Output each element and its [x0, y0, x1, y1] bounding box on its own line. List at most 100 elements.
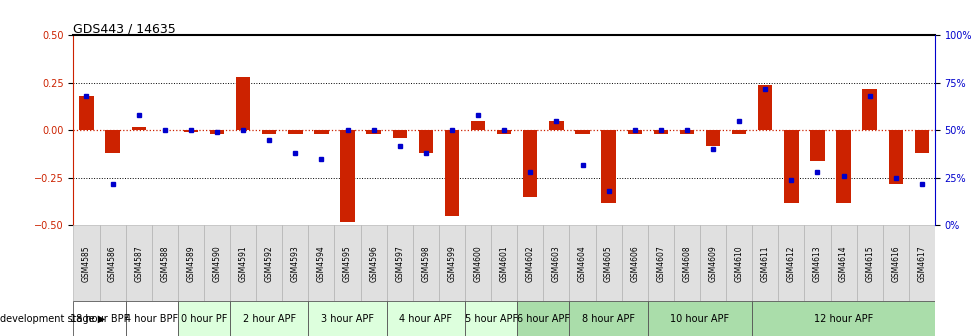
Bar: [360, 225, 386, 301]
Text: GSM4606: GSM4606: [630, 245, 639, 282]
Text: GSM4605: GSM4605: [603, 245, 612, 282]
Text: GSM4589: GSM4589: [186, 245, 196, 282]
Bar: [203, 225, 230, 301]
Bar: [438, 225, 465, 301]
Text: GSM4598: GSM4598: [421, 245, 430, 282]
Bar: [778, 225, 804, 301]
Text: 18 hour BPF: 18 hour BPF: [69, 314, 129, 324]
Bar: [288, 130, 302, 134]
Bar: [757, 85, 772, 130]
Text: 10 hour APF: 10 hour APF: [670, 314, 729, 324]
Bar: [829, 225, 856, 301]
Bar: [705, 130, 720, 145]
Text: GSM4585: GSM4585: [82, 245, 91, 282]
Bar: [783, 130, 798, 203]
Text: GSM4609: GSM4609: [708, 245, 717, 282]
Text: GSM4611: GSM4611: [760, 245, 769, 282]
Text: GSM4612: GSM4612: [786, 245, 795, 282]
Bar: [230, 225, 256, 301]
Bar: [386, 301, 465, 336]
Bar: [856, 225, 882, 301]
Bar: [751, 301, 934, 336]
Bar: [334, 225, 360, 301]
Text: GSM4592: GSM4592: [264, 245, 274, 282]
Text: GSM4600: GSM4600: [473, 245, 482, 282]
Bar: [340, 130, 354, 221]
Bar: [491, 225, 516, 301]
Bar: [673, 225, 699, 301]
Bar: [516, 301, 569, 336]
Bar: [314, 130, 329, 134]
Text: GSM4601: GSM4601: [499, 245, 509, 282]
Text: GSM4607: GSM4607: [655, 245, 665, 282]
Bar: [732, 130, 745, 134]
Bar: [543, 225, 569, 301]
Bar: [106, 130, 119, 153]
Text: GSM4599: GSM4599: [447, 245, 456, 282]
Text: 0 hour PF: 0 hour PF: [181, 314, 227, 324]
Text: GDS443 / 14635: GDS443 / 14635: [73, 22, 176, 35]
Bar: [308, 225, 334, 301]
Bar: [679, 130, 693, 134]
Bar: [256, 225, 282, 301]
Text: GSM4590: GSM4590: [212, 245, 221, 282]
Bar: [125, 225, 152, 301]
Bar: [73, 225, 100, 301]
Bar: [726, 225, 751, 301]
Bar: [125, 301, 178, 336]
Bar: [413, 225, 438, 301]
Bar: [366, 130, 380, 134]
Text: 12 hour APF: 12 hour APF: [813, 314, 872, 324]
Text: GSM4614: GSM4614: [838, 245, 847, 282]
Text: GSM4617: GSM4617: [916, 245, 925, 282]
Text: GSM4602: GSM4602: [525, 245, 534, 282]
Text: GSM4594: GSM4594: [317, 245, 326, 282]
Bar: [549, 121, 563, 130]
Bar: [419, 130, 432, 153]
Bar: [653, 130, 667, 134]
Bar: [882, 225, 908, 301]
Text: 8 hour APF: 8 hour APF: [582, 314, 635, 324]
Bar: [751, 225, 778, 301]
Text: GSM4597: GSM4597: [395, 245, 404, 282]
Bar: [209, 130, 224, 134]
Text: GSM4615: GSM4615: [865, 245, 873, 282]
Bar: [627, 130, 642, 134]
Text: 5 hour APF: 5 hour APF: [465, 314, 517, 324]
Bar: [131, 127, 146, 130]
Bar: [913, 130, 928, 153]
Bar: [392, 130, 407, 138]
Bar: [282, 225, 308, 301]
Bar: [497, 130, 511, 134]
Bar: [230, 301, 308, 336]
Text: GSM4593: GSM4593: [290, 245, 299, 282]
Text: GSM4613: GSM4613: [812, 245, 822, 282]
Bar: [862, 88, 876, 130]
Bar: [647, 225, 673, 301]
Bar: [178, 301, 230, 336]
Text: GSM4604: GSM4604: [577, 245, 587, 282]
Text: 3 hour APF: 3 hour APF: [321, 314, 374, 324]
Text: GSM4616: GSM4616: [890, 245, 900, 282]
Bar: [575, 130, 589, 134]
Text: development stage ▶: development stage ▶: [0, 314, 106, 324]
Text: GSM4610: GSM4610: [734, 245, 743, 282]
Bar: [699, 225, 726, 301]
Text: GSM4608: GSM4608: [682, 245, 690, 282]
Bar: [470, 121, 485, 130]
Text: GSM4588: GSM4588: [160, 245, 169, 282]
Bar: [386, 225, 413, 301]
Bar: [184, 130, 198, 132]
Text: 2 hour APF: 2 hour APF: [243, 314, 295, 324]
Text: 6 hour APF: 6 hour APF: [516, 314, 569, 324]
Bar: [810, 130, 823, 161]
Text: GSM4595: GSM4595: [342, 245, 352, 282]
Bar: [621, 225, 647, 301]
Text: GSM4596: GSM4596: [369, 245, 378, 282]
Bar: [152, 225, 178, 301]
Bar: [444, 130, 459, 216]
Bar: [308, 301, 386, 336]
Bar: [262, 130, 276, 134]
Bar: [600, 130, 615, 203]
Bar: [569, 225, 595, 301]
